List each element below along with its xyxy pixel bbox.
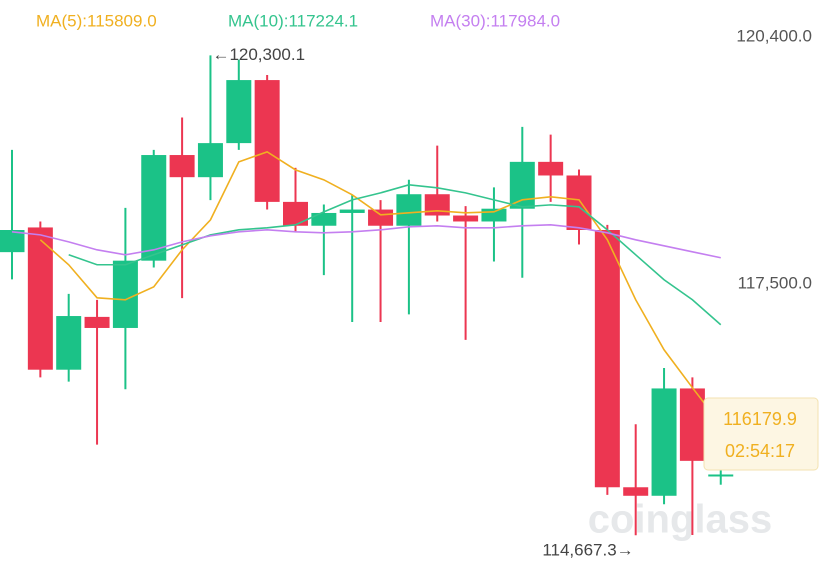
candle-body — [84, 316, 110, 328]
candle-body — [339, 209, 365, 213]
candle-body — [623, 487, 649, 496]
candle-body — [396, 194, 422, 226]
price-tag-countdown: 02:54:17 — [725, 441, 795, 461]
candle-body — [566, 175, 592, 230]
candle-body — [283, 201, 308, 226]
watermark: coinglass — [588, 498, 773, 542]
candle-body — [679, 388, 705, 461]
y-tick-label: 117,500.0 — [738, 273, 812, 292]
high-annotation: ←120,300.1 — [212, 45, 305, 64]
candle-body — [27, 227, 53, 370]
y-tick-label: 120,400.0 — [736, 26, 812, 45]
ma-line — [11, 224, 721, 259]
candle-body — [169, 155, 195, 178]
candle-body — [424, 194, 450, 216]
legend-entry: MA(5):115809.0 — [36, 11, 157, 30]
candle-body — [708, 474, 734, 477]
candle-body — [509, 161, 535, 209]
candle-body — [254, 80, 280, 202]
low-annotation: 114,667.3→ — [542, 541, 633, 560]
candle-body — [112, 260, 138, 328]
candle-body — [368, 209, 394, 226]
legend-entry: MA(10):117224.1 — [228, 11, 358, 30]
candle-body — [226, 80, 252, 144]
candle-body — [651, 388, 677, 496]
ma-line — [68, 184, 722, 326]
candle-body — [141, 155, 167, 261]
candle-body — [0, 230, 25, 253]
ma-line — [39, 151, 722, 426]
candle-body — [481, 208, 507, 222]
legend-entry: MA(30):117984.0 — [430, 11, 560, 30]
candle-body — [594, 230, 620, 488]
candle-body — [453, 215, 479, 222]
price-tag-price: 116179.9 — [723, 409, 797, 429]
candle-body — [56, 316, 82, 370]
price-tag-box — [703, 397, 819, 471]
candle-body — [311, 212, 337, 226]
candle-body — [538, 161, 564, 176]
candle-body — [197, 143, 223, 178]
